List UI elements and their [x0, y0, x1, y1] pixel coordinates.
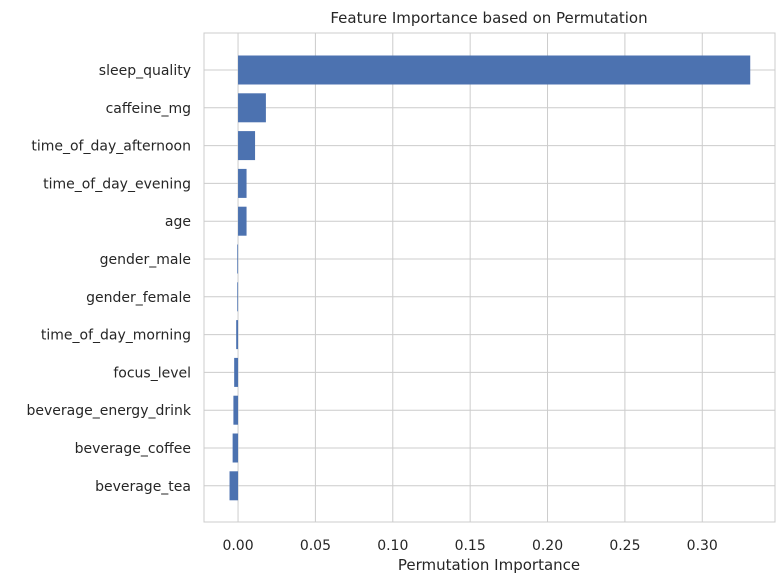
bar-focus-level	[234, 357, 239, 387]
y-tick-label: gender_male	[100, 252, 191, 268]
chart-title: Feature Importance based on Permutation	[330, 9, 647, 27]
bar-age	[238, 206, 247, 236]
y-tick-label: focus_level	[113, 365, 191, 381]
y-tick-label: beverage_tea	[95, 479, 191, 495]
x-tick-label: 0.00	[222, 538, 253, 554]
bar-layer	[229, 55, 751, 501]
x-tick-label: 0.20	[532, 538, 563, 554]
y-tick-label: caffeine_mg	[106, 101, 191, 117]
y-tick-label: time_of_day_morning	[41, 328, 191, 344]
y-axis-tick-labels: sleep_quality caffeine_mg time_of_day_afte…	[26, 63, 191, 495]
y-tick-label: sleep_quality	[99, 63, 191, 79]
x-axis-tick-labels: 0.00 0.05 0.10 0.15 0.20 0.25 0.30	[222, 538, 717, 554]
plot-frame	[203, 32, 776, 523]
x-tick-label: 0.30	[687, 538, 718, 554]
bar-caffeine-mg	[238, 93, 266, 123]
y-tick-label: gender_female	[86, 290, 191, 306]
bar-time-of-day-afternoon	[238, 131, 256, 161]
plot-area	[203, 32, 776, 523]
bar-time-of-day-evening	[238, 168, 247, 198]
x-tick-label: 0.15	[455, 538, 486, 554]
x-axis-label: Permutation Importance	[398, 556, 580, 574]
bar-sleep-quality	[238, 55, 751, 85]
grid-layer	[204, 33, 775, 522]
y-tick-label: beverage_coffee	[75, 441, 191, 457]
y-tick-label: time_of_day_evening	[43, 176, 191, 192]
bar-time-of-day-morning	[236, 320, 239, 350]
bar-gender-female	[237, 282, 239, 312]
x-tick-label: 0.25	[609, 538, 640, 554]
x-tick-label: 0.10	[377, 538, 408, 554]
y-tick-label: time_of_day_afternoon	[31, 139, 191, 155]
y-tick-label: beverage_energy_drink	[26, 403, 191, 419]
y-tick-label: age	[165, 214, 191, 230]
bar-beverage-coffee	[232, 433, 239, 463]
x-tick-label: 0.05	[300, 538, 331, 554]
bar-beverage-energy-drink	[233, 395, 239, 425]
plot-background	[204, 33, 775, 522]
bar-gender-male	[237, 244, 239, 274]
bar-beverage-tea	[229, 471, 239, 501]
